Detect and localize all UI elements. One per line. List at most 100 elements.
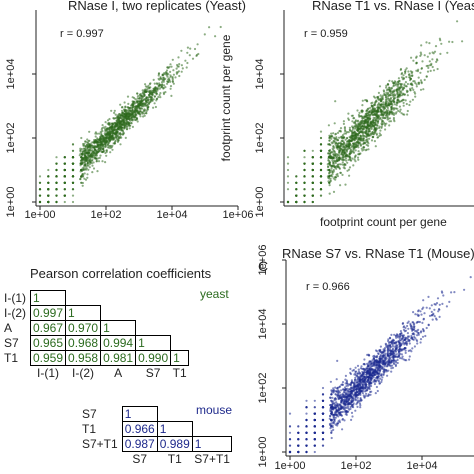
scatter-point [319,143,323,146]
scatter-point [104,161,107,164]
scatter-point [349,159,352,162]
scatter-point [351,157,354,160]
scatter-point [148,92,151,95]
scatter-point [363,121,366,124]
scatter-point [399,357,402,360]
scatter-point [104,135,107,139]
scatter-point [313,438,316,441]
scatter-point [127,121,130,124]
scatter-point [370,364,373,368]
scatter-point [422,306,425,309]
scatter-point [97,160,101,163]
scatter-point [96,145,99,148]
scatter-point [344,148,347,151]
scatter-point [400,342,403,345]
scatter-point [329,161,332,164]
scatter-point [357,123,360,126]
scatter-point [86,138,89,141]
scatter-point [157,74,160,77]
scatter-point [135,117,138,120]
scatter-points [38,25,222,204]
scatter-point [390,100,393,103]
scatter-point [381,376,384,379]
scatter-point [153,102,156,105]
scatter-point [100,133,103,136]
scatter-point [374,96,377,99]
scatter-point [111,144,114,147]
scatter-point [286,156,290,159]
scatter-point [369,106,372,109]
scatter-point [365,126,368,130]
scatter-point [328,184,331,187]
scatter-point [428,60,431,63]
scatter-point [321,418,325,422]
scatter-point [421,60,424,63]
scatter-point [169,87,172,90]
scatter-point [80,162,83,165]
scatter-point [367,364,370,367]
scatter-point [378,372,381,375]
scatter-point [379,354,382,357]
scatter-point [357,138,360,141]
scatter-point [331,157,334,160]
scatter-point [386,374,389,377]
scatter-point [330,135,333,138]
scatter-point [93,140,96,144]
scatter-point [401,98,404,101]
scatter-point [420,67,423,70]
scatter-point [384,342,387,345]
scatter-point [351,131,355,134]
scatter-point [335,378,338,381]
scatter-point [341,137,344,140]
scatter-point [463,288,466,291]
scatter-point [348,156,351,159]
scatter-point [375,114,378,117]
scatter-point [350,418,353,421]
scatter-point [423,78,426,81]
scatter-point [396,335,400,338]
scatter-point [406,340,409,343]
scatter-point [139,115,142,118]
scatter-point [336,410,339,413]
scatter-point [129,109,132,113]
scatter-point [364,394,367,397]
scatter-point [425,326,428,330]
scatter-point [167,78,170,81]
scatter-point [55,175,58,178]
scatter-point [390,360,393,363]
scatter-point [329,414,332,417]
scatter-point [407,327,410,330]
scatter-point [428,314,432,317]
scatter-point [180,49,183,52]
scatter-point [358,126,361,129]
scatter-point [136,120,139,123]
scatter-point [164,86,167,89]
scatter-point [346,136,349,140]
scatter-point [55,188,58,191]
scatter-point [434,303,437,306]
scatter-point [389,96,393,100]
scatter-point [171,58,174,61]
scatter-point [86,161,90,164]
scatter-point [417,309,420,312]
scatter-point [321,393,325,396]
scatter-point [88,163,91,166]
scatter-point [321,444,325,447]
scatter-point [362,137,365,140]
scatter-point [132,105,135,108]
y-tick-label: 1e+00 [5,187,17,218]
scatter-point [80,160,83,163]
scatter-point [367,118,370,121]
scatter-point [123,125,126,128]
scatter-point [339,144,342,147]
scatter-point [186,51,189,54]
scatter-point [126,125,129,128]
scatter-point [380,122,383,125]
scatter-point [367,353,370,356]
scatter-point [123,101,126,104]
scatter-point [359,406,362,409]
scatter-point [400,112,403,115]
scatter-point [141,111,144,114]
scatter-point [114,136,117,139]
scatter-point [338,136,341,139]
